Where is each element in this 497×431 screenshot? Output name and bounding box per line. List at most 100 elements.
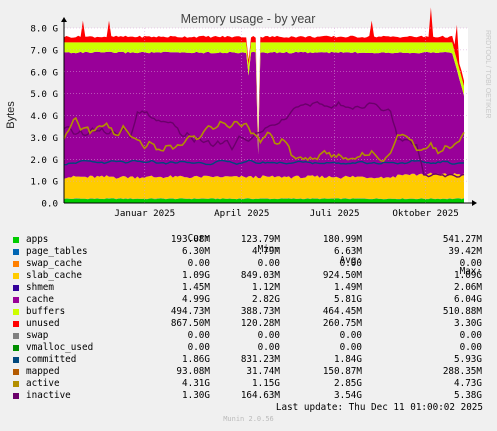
legend-header-max: Max: [459, 266, 482, 277]
legend-swatch [13, 285, 19, 291]
legend-row-buffers: buffers 494.73M 388.73M 464.45M 510.88M [13, 306, 482, 317]
legend-min: 0.00 [257, 342, 280, 353]
legend-row-slab-cache: slab_cache 1.09G 849.03M 924.50M 1.09G [13, 270, 482, 281]
legend-max: 541.27M [442, 234, 482, 245]
legend-min: 0.00 [257, 330, 280, 341]
y-tick-label: 3.0 G [30, 133, 58, 144]
legend-avg: 0.00 [339, 342, 362, 353]
legend-series-name: apps [26, 234, 49, 245]
line-committed [64, 159, 465, 166]
legend-series-name: mapped [26, 366, 60, 377]
legend-header-min: Min: [257, 244, 280, 255]
legend-swatch [13, 333, 19, 339]
legend-max: 2.06M [454, 282, 482, 293]
area-slab-cache [64, 172, 464, 200]
legend-series-name: inactive [26, 390, 71, 401]
legend-row-cache: cache 4.99G 2.82G 5.81G 6.04G [13, 294, 482, 305]
chart-title: Memory usage - by year [181, 12, 316, 26]
legend-min: 1.15G [252, 378, 280, 389]
legend-min: 164.63M [240, 390, 280, 401]
legend-min: 849.03M [240, 270, 280, 281]
legend-min: 31.74M [246, 366, 280, 377]
legend-max: 3.30G [454, 318, 482, 329]
y-tick-label: 8.0 G [30, 24, 58, 35]
legend-swatch [13, 321, 19, 327]
legend-series-name: slab_cache [26, 270, 82, 281]
legend-min: 1.12M [252, 282, 280, 293]
legend-row-page-tables: page_tables 6.30M 4.79M 6.63M 39.42M [13, 246, 482, 257]
legend-row-apps: apps 193.08M 123.79M 180.99M 541.27M [13, 234, 482, 245]
legend-min: 388.73M [240, 306, 280, 317]
legend-avg: 2.85G [334, 378, 362, 389]
legend-cur: 0.00 [187, 258, 210, 269]
legend-max: 0.00 [459, 330, 482, 341]
legend-cur: 494.73M [170, 306, 210, 317]
legend-swatch [13, 345, 19, 351]
legend-avg: 0.00 [339, 258, 362, 269]
legend-swatch [13, 249, 19, 255]
legend-cur: 1.09G [182, 270, 210, 281]
legend-max: 0.00 [459, 342, 482, 353]
y-tick-label: 6.0 G [30, 67, 58, 78]
y-tick-label: 1.0 G [30, 177, 58, 188]
legend-cur: 1.30G [182, 390, 210, 401]
legend-header-cur: Cur: [187, 233, 210, 244]
legend-cur: 1.45M [182, 282, 210, 293]
legend-series-name: swap_cache [26, 258, 82, 269]
legend-max: 5.93G [454, 354, 482, 365]
legend-swatch [13, 261, 19, 267]
x-axis-arrow [472, 200, 477, 206]
y-tick-label: 5.0 G [30, 89, 58, 100]
munin-version: Munin 2.0.56 [223, 415, 274, 423]
legend-avg: 6.63M [334, 246, 362, 257]
legend-row-shmem: shmem 1.45M 1.12M 1.49M 2.06M [13, 282, 482, 293]
legend-swatch [13, 237, 19, 243]
line-active [63, 116, 465, 162]
legend-row-swap-cache: swap_cache 0.00 0.00 0.00 0.00 [13, 258, 482, 269]
legend-swatch [13, 369, 19, 375]
legend-max: 4.73G [454, 378, 482, 389]
legend-avg: 3.54G [334, 390, 362, 401]
legend-header: Cur: Min: Avg: Max: [26, 222, 482, 288]
legend-swatch [13, 393, 19, 399]
legend-series-name: swap [26, 330, 49, 341]
legend-series-name: buffers [26, 306, 66, 317]
legend-min: 831.23M [240, 354, 280, 365]
legend-cur: 93.08M [176, 366, 210, 377]
rrdtool-watermark: RRDTOOL / TOBI OETIKER [484, 30, 491, 118]
legend-min: 2.82G [252, 294, 280, 305]
legend-series-name: page_tables [26, 246, 88, 257]
legend-cur: 1.86G [182, 354, 210, 365]
x-tick-label: Januar 2025 [114, 208, 175, 219]
legend-max: 510.88M [442, 306, 482, 317]
legend-swatch [13, 273, 19, 279]
y-tick-label: 2.0 G [30, 155, 58, 166]
x-tick-label: Juli 2025 [310, 208, 360, 219]
legend-series-name: vmalloc_used [26, 342, 94, 353]
legend-max: 6.04G [454, 294, 482, 305]
legend-avg: 464.45M [322, 306, 362, 317]
x-tick-label: Oktober 2025 [392, 208, 458, 219]
legend-cur: 193.08M [170, 234, 210, 245]
legend-avg: 1.49M [334, 282, 362, 293]
legend-max: 1.09G [454, 270, 482, 281]
legend-cur: 0.00 [187, 342, 210, 353]
legend-min: 120.28M [240, 318, 280, 329]
legend-max: 5.38G [454, 390, 482, 401]
legend-avg: 924.50M [322, 270, 362, 281]
legend-avg: 150.87M [322, 366, 362, 377]
legend-avg: 260.75M [322, 318, 362, 329]
area-page-tables [64, 198, 464, 200]
legend-max: 39.42M [448, 246, 482, 257]
legend-row-unused: unused 867.50M 120.28M 260.75M 3.30G [13, 318, 482, 329]
legend-row-active: active 4.31G 1.15G 2.85G 4.73G [13, 378, 482, 389]
legend-cur: 4.31G [182, 378, 210, 389]
legend-min: 0.00 [257, 258, 280, 269]
x-tick-label: April 2025 [214, 208, 269, 219]
legend-min: 4.79M [252, 246, 280, 257]
legend-avg: 0.00 [339, 330, 362, 341]
legend-cur: 0.00 [187, 330, 210, 341]
last-update: Last update: Thu Dec 11 01:00:02 2025 [275, 402, 483, 413]
legend-row-mapped: mapped 93.08M 31.74M 150.87M 288.35M [13, 366, 482, 377]
y-axis-arrow [61, 17, 67, 22]
